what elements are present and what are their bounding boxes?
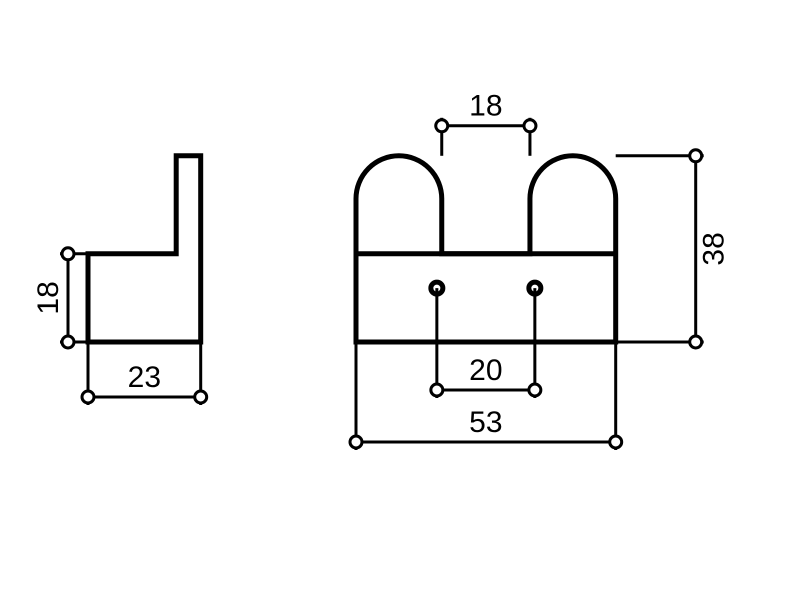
dim-value: 53 [469, 406, 502, 439]
dim-terminator [195, 391, 207, 403]
dim-terminator [62, 336, 74, 348]
dim-terminator [529, 384, 541, 396]
dim-value: 18 [32, 281, 65, 314]
technical-drawing: 18 23 18 38 20 53 [0, 0, 800, 600]
dim-terminator [690, 336, 702, 348]
dim-terminator [610, 436, 622, 448]
dim-value: 20 [469, 354, 502, 387]
dim-value: 38 [698, 232, 731, 265]
dim-terminator [524, 120, 536, 132]
dim-terminator [436, 120, 448, 132]
dim-value: 18 [469, 90, 502, 123]
dim-terminator [431, 384, 443, 396]
front-view-outline [356, 156, 616, 342]
dim-terminator [82, 391, 94, 403]
dim-terminator [62, 248, 74, 260]
dim-terminator [690, 150, 702, 162]
dim-terminator [350, 436, 362, 448]
side-view-outline [88, 156, 201, 342]
dim-value: 23 [128, 361, 161, 394]
